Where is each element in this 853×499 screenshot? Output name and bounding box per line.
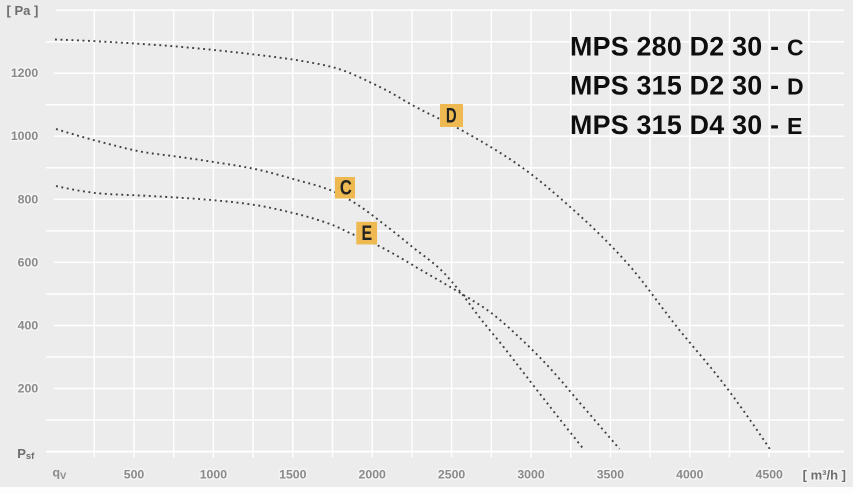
svg-text:3000: 3000: [517, 468, 545, 482]
svg-text:MPS 280 D2 30 - C: MPS 280 D2 30 - C: [570, 32, 804, 62]
svg-text:[ Pa ]: [ Pa ]: [7, 3, 39, 18]
svg-text:1000: 1000: [200, 468, 228, 482]
svg-text:2500: 2500: [438, 468, 466, 482]
svg-text:C: C: [340, 177, 352, 200]
svg-text:1200: 1200: [11, 66, 39, 80]
svg-text:4500: 4500: [756, 468, 784, 482]
svg-text:500: 500: [124, 468, 145, 482]
svg-text:1000: 1000: [11, 129, 39, 143]
svg-text:1500: 1500: [279, 468, 307, 482]
svg-text:1000: 1000: [11, 129, 39, 143]
svg-text:3000: 3000: [517, 468, 545, 482]
svg-text:3500: 3500: [597, 468, 625, 482]
svg-text:D: D: [446, 105, 457, 128]
svg-text:2000: 2000: [359, 468, 387, 482]
svg-text:600: 600: [18, 255, 39, 269]
svg-text:[ m³/h ]: [ m³/h ]: [803, 467, 846, 482]
svg-text:200: 200: [18, 381, 39, 395]
svg-text:3500: 3500: [597, 468, 625, 482]
svg-text:400: 400: [18, 318, 39, 332]
svg-text:2000: 2000: [359, 468, 387, 482]
svg-text:400: 400: [18, 318, 39, 332]
svg-text:1200: 1200: [11, 66, 39, 80]
svg-text:2500: 2500: [438, 468, 466, 482]
svg-text:[ m³/h ]: [ m³/h ]: [803, 467, 846, 482]
svg-text:600: 600: [18, 255, 39, 269]
svg-text:4000: 4000: [676, 468, 704, 482]
svg-text:200: 200: [18, 381, 39, 395]
svg-text:800: 800: [18, 192, 39, 206]
svg-text:4500: 4500: [756, 468, 784, 482]
svg-text:1000: 1000: [200, 468, 228, 482]
svg-text:1500: 1500: [279, 468, 307, 482]
svg-text:4000: 4000: [676, 468, 704, 482]
svg-text:MPS 315 D2 30 - D: MPS 315 D2 30 - D: [570, 71, 804, 101]
svg-text:E: E: [362, 222, 373, 245]
svg-text:500: 500: [124, 468, 145, 482]
svg-text:MPS 315 D4 30 - E: MPS 315 D4 30 - E: [570, 110, 803, 140]
svg-text:800: 800: [18, 192, 39, 206]
